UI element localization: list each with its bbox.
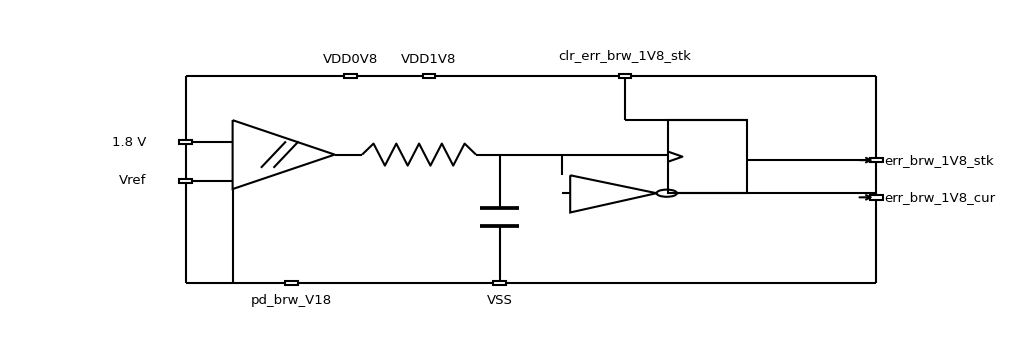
Bar: [669, 120, 747, 193]
Text: clr_err_brw_1V8_stk: clr_err_brw_1V8_stk: [559, 49, 692, 62]
Bar: [344, 74, 357, 78]
Text: VSS: VSS: [486, 294, 513, 307]
Text: VDD1V8: VDD1V8: [401, 53, 457, 66]
Text: 1.8 V: 1.8 V: [111, 136, 146, 149]
Text: Vref: Vref: [119, 174, 146, 187]
Bar: [493, 281, 505, 285]
Bar: [179, 140, 191, 144]
Bar: [422, 74, 436, 78]
Text: pd_brw_V18: pd_brw_V18: [251, 294, 332, 307]
Bar: [286, 281, 298, 285]
Bar: [619, 74, 631, 78]
Text: VDD0V8: VDD0V8: [323, 53, 378, 66]
Text: err_brw_1V8_cur: err_brw_1V8_cur: [884, 191, 996, 204]
Text: err_brw_1V8_stk: err_brw_1V8_stk: [884, 154, 994, 166]
Bar: [179, 179, 191, 183]
Bar: [870, 158, 882, 162]
Bar: [870, 195, 882, 199]
